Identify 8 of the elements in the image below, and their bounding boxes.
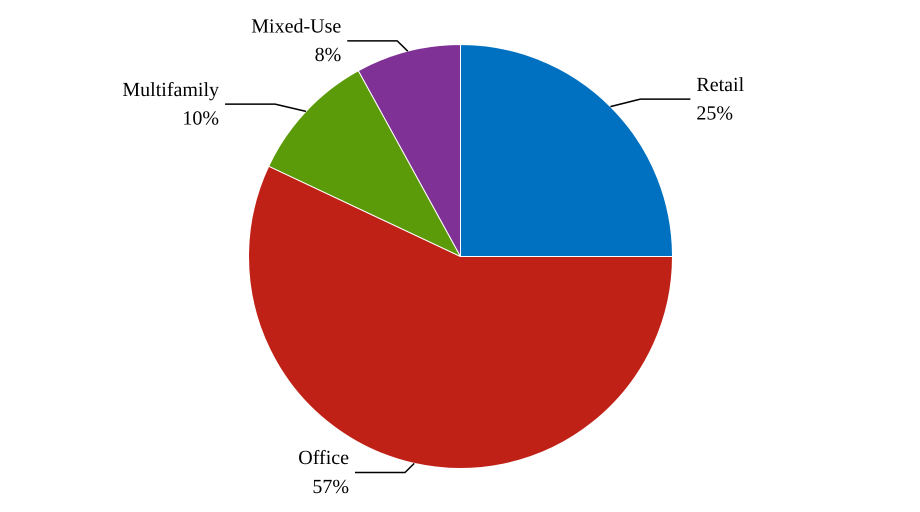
slice-label: Multifamily: [122, 78, 220, 101]
slice-label: Mixed-Use: [251, 16, 342, 38]
data-label: 57%: [312, 476, 350, 498]
data-label: 8%: [314, 44, 342, 66]
slice-label: Office: [298, 447, 350, 470]
data-label: 10%: [182, 107, 220, 130]
data-label: 25%: [696, 102, 734, 124]
slice-label: Retail: [696, 74, 745, 96]
